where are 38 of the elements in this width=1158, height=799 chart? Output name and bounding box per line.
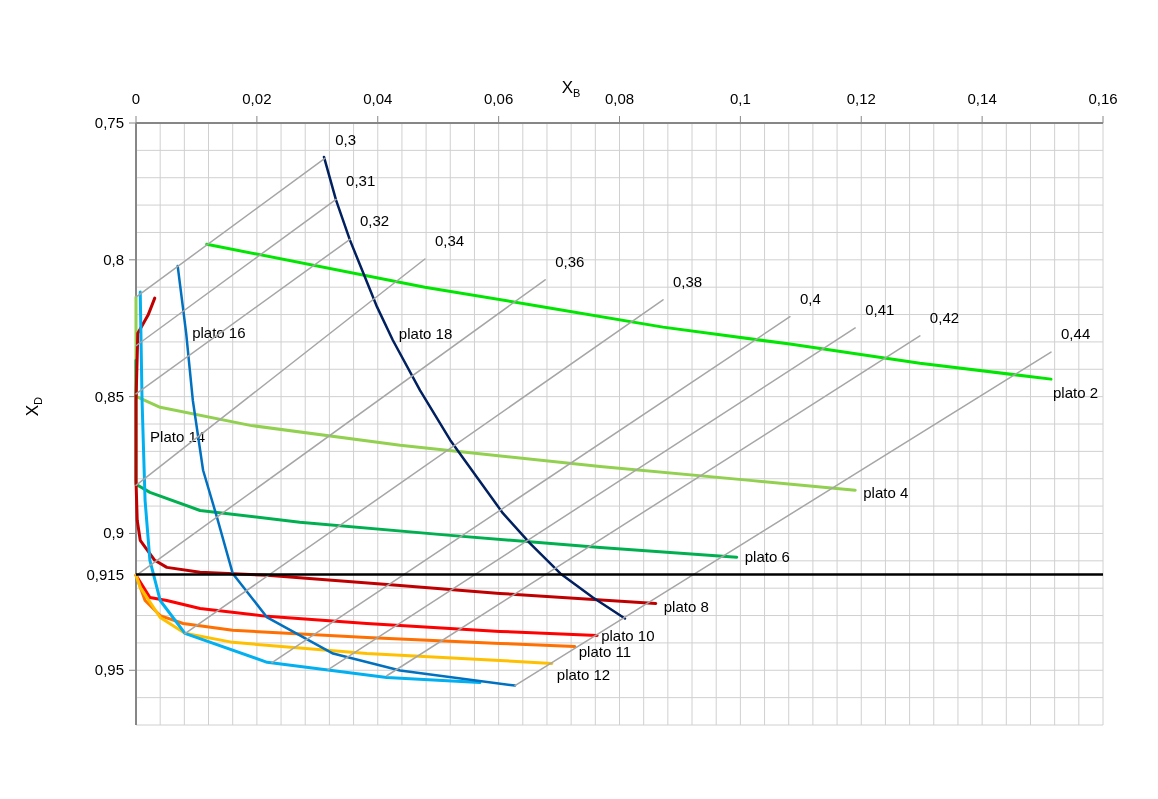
y-axis-title: XD [23,397,44,417]
series-label: 0,42 [929,308,960,326]
series-label: 0,36 [555,252,585,270]
x-tick-label: 0,06 [484,90,514,107]
line-series [322,155,627,620]
x-tick-label: 0,1 [729,90,751,107]
y-tick-label: 0,8 [103,250,124,268]
series-label: 0,31 [346,172,376,190]
x-tick-label: 0 [131,90,141,107]
series-label: 0,44 [1061,325,1091,343]
x-tick-label: 0,14 [967,90,997,107]
series-label: 0,32 [359,212,390,230]
series-label: plato 2 [1053,384,1099,402]
x-tick-label: 0,02 [242,90,272,107]
series-label: plato 18 [398,325,453,343]
series-label: plato 16 [192,324,246,342]
y-tick-label: 0,75 [94,114,124,131]
series-label: plato 11 [578,643,632,661]
x-tick-label: 0,16 [1088,90,1118,107]
ref-line-label: 0,915 [86,565,124,583]
series-label: plato 8 [663,597,709,615]
series-label: 0,34 [434,232,465,249]
series-label: plato 10 [601,626,655,644]
series-label: 0,4 [799,289,821,307]
series-label: 0,3 [335,131,357,149]
x-tick-label: 0,12 [846,90,876,107]
y-tick-label: 0,85 [94,387,124,405]
series-label: plato 12 [556,666,611,684]
series-label: 0,41 [865,300,895,318]
x-tick-label: 0,04 [363,90,393,107]
y-tick-label: 0,9 [103,524,124,542]
x-tick-label: 0,08 [604,90,635,107]
line-series [134,573,554,665]
series-label: plato 6 [744,548,790,566]
y-tick-label: 0,95 [94,661,124,679]
series-label: plato 4 [863,484,909,502]
series-label: 0,38 [673,272,703,290]
line-series [138,290,482,685]
